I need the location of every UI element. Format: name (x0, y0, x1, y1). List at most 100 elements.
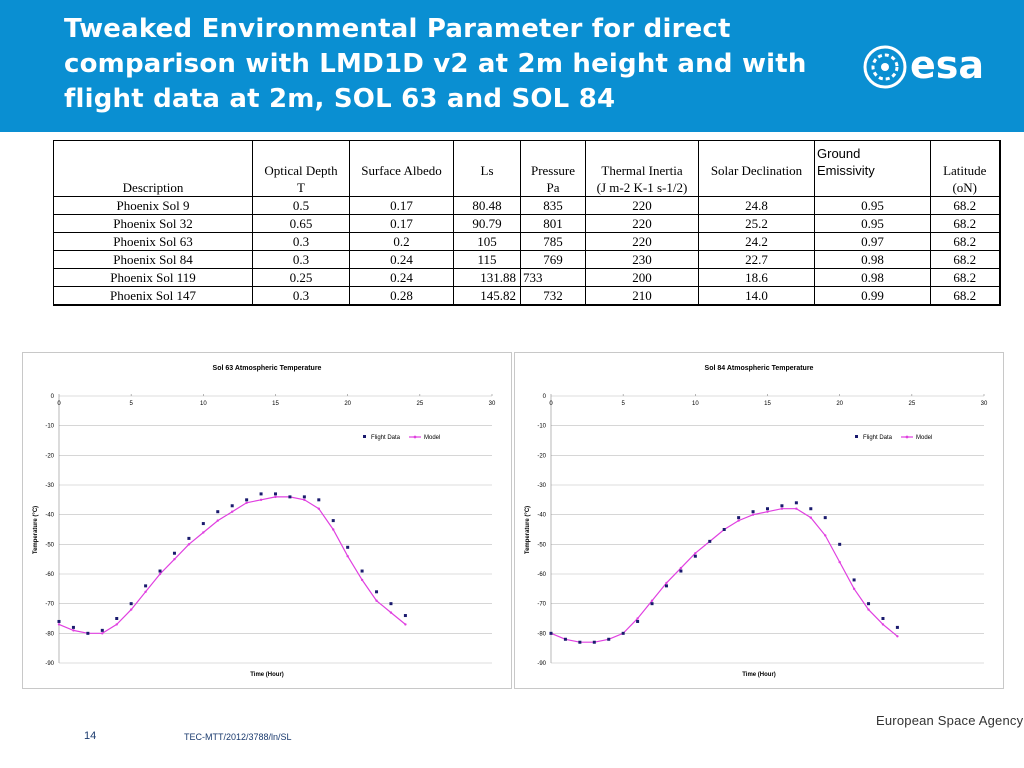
x-axis-label: Time (Hour) (250, 672, 284, 678)
model-point (360, 578, 364, 582)
flight-data-point (158, 569, 162, 573)
flight-data-point (722, 528, 726, 531)
model-point (375, 599, 378, 602)
x-tick-label: 25 (416, 401, 423, 407)
flight-data-point (592, 640, 596, 644)
table-cell: 0.95 (814, 214, 931, 233)
table-cell: 220 (585, 214, 699, 233)
table-cell: 80.48 (453, 196, 521, 215)
table-cell: 200 (585, 268, 699, 287)
table-cell: 68.2 (930, 250, 1001, 269)
table-units-row: Description T Pa (J m-2 K-1 s-1/2) (oN) (53, 179, 1001, 197)
x-tick-label: 5 (621, 401, 625, 407)
model-point (881, 623, 885, 626)
table-cell: 210 (585, 286, 699, 306)
table-cell: Phoenix Sol 119 (53, 268, 253, 287)
table-cell: 24.8 (698, 196, 815, 215)
esa-emblem-icon (863, 45, 907, 89)
table-cell: Phoenix Sol 32 (53, 214, 253, 233)
flight-data-point (57, 619, 61, 623)
flight-data-point (331, 519, 335, 523)
model-point (896, 635, 899, 638)
unit-cell: Pa (520, 179, 586, 197)
flight-data-point (693, 554, 697, 558)
model-point (346, 555, 349, 558)
y-tick-label: -70 (537, 602, 546, 608)
table-cell: 733 (520, 268, 586, 287)
model-point (57, 623, 61, 626)
model-point (766, 510, 769, 513)
model-point (751, 513, 755, 516)
x-tick-label: 30 (489, 401, 496, 407)
header-cell: Ground Emissivity (814, 140, 931, 179)
model-point (867, 608, 870, 611)
flight-data-point (578, 640, 582, 644)
y-tick-label: -30 (45, 483, 54, 489)
y-tick-label: -50 (45, 542, 54, 548)
flight-data-point (86, 631, 90, 635)
model-point (809, 516, 812, 519)
table-cell: 230 (585, 250, 699, 269)
table-cell: 68.2 (930, 232, 1001, 251)
y-tick-label: -50 (537, 542, 546, 548)
flight-data-point (115, 617, 119, 620)
table-cell: Phoenix Sol 84 (53, 250, 253, 269)
table-cell: 0.97 (814, 232, 931, 251)
model-point (72, 629, 75, 632)
y-tick-label: -40 (45, 513, 54, 519)
y-axis-label: Temperature (°C) (525, 506, 531, 554)
model-point (838, 560, 841, 564)
flight-data-point (563, 637, 567, 641)
legend-model-label: Model (916, 435, 932, 441)
table-row: Phoenix Sol 32 0.65 0.17 90.79 801 220 2… (53, 214, 1001, 233)
flight-data-point (794, 501, 798, 505)
y-tick-label: -10 (45, 424, 54, 430)
table-cell: 14.0 (698, 286, 815, 306)
flight-data-point (302, 495, 306, 499)
y-tick-label: -70 (45, 602, 54, 608)
flight-data-point (636, 619, 640, 623)
table-cell: 68.2 (930, 196, 1001, 215)
table-row: Phoenix Sol 84 0.3 0.24 115 769 230 22.7… (53, 250, 1001, 269)
table-cell: 0.95 (814, 196, 931, 215)
flight-data-point (549, 631, 553, 635)
esa-logo: esa (862, 42, 1002, 89)
table-cell: 25.2 (698, 214, 815, 233)
x-tick-label: 10 (200, 401, 207, 407)
table-cell: 68.2 (930, 214, 1001, 233)
legend-model-marker (413, 435, 417, 439)
flight-data-point (780, 504, 784, 508)
y-tick-label: -90 (45, 661, 54, 667)
table-cell: 0.98 (814, 250, 931, 269)
flight-data-point (389, 602, 393, 606)
flight-data-point (664, 584, 668, 588)
flight-data-point (852, 578, 856, 582)
flight-data-point (650, 602, 654, 606)
ground-emissivity-label: Ground Emissivity (817, 146, 875, 178)
slide-header: Tweaked Environmental Parameter for dire… (0, 0, 1024, 132)
model-point (231, 510, 234, 513)
y-tick-label: 0 (543, 394, 547, 400)
header-cell: Optical Depth (252, 140, 350, 179)
table-cell: 0.17 (349, 196, 454, 215)
sol63-chart-plot: Sol 63 Atmospheric Temperature 0 -10 -20 -30… (33, 365, 496, 678)
model-point (115, 623, 118, 626)
flight-data-point (403, 614, 407, 618)
model-point (101, 632, 104, 635)
flight-data-point (172, 551, 176, 555)
table-cell: 0.65 (252, 214, 350, 233)
flight-data-point (201, 522, 205, 526)
table-cell: 0.24 (349, 268, 454, 287)
model-point (303, 498, 306, 502)
x-tick-label: 15 (272, 401, 279, 407)
flight-data-point (360, 569, 364, 573)
y-tick-label: -80 (45, 631, 54, 637)
table-cell: 0.5 (252, 196, 350, 215)
page-number: 14 (84, 730, 97, 742)
table-cell: 0.2 (349, 232, 454, 251)
header-cell: Pressure (520, 140, 586, 179)
table-cell: 0.3 (252, 250, 350, 269)
header-cell: Latitude (930, 140, 1001, 179)
parameter-table: Optical Depth Surface Albedo Ls Pressure… (53, 140, 1001, 306)
table-cell: 68.2 (930, 268, 1001, 287)
